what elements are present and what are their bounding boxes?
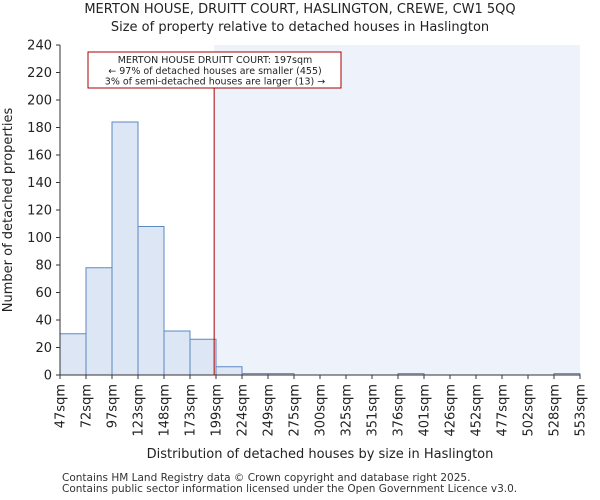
y-tick-label: 100 xyxy=(27,231,52,246)
x-tick-label: 275sqm xyxy=(288,384,303,437)
y-tick-label: 220 xyxy=(27,66,52,81)
footer-licence: Contains public sector information licen… xyxy=(62,483,518,495)
y-tick-label: 40 xyxy=(35,314,52,329)
x-tick-label: 148sqm xyxy=(158,384,173,437)
x-tick-label: 199sqm xyxy=(210,384,225,437)
x-tick-label: 325sqm xyxy=(340,384,355,437)
bar xyxy=(137,226,165,376)
x-tick-label: 426sqm xyxy=(444,384,459,437)
x-tick-label: 300sqm xyxy=(314,384,329,437)
x-tick-label: 452sqm xyxy=(470,384,485,437)
y-tick-label: 80 xyxy=(35,259,52,274)
annotation-line: ← 97% of detached houses are smaller (45… xyxy=(108,66,321,77)
annotation-line: MERTON HOUSE DRUITT COURT: 197sqm xyxy=(118,55,313,66)
x-tick-label: 502sqm xyxy=(522,384,537,437)
annotation-line: 3% of semi-detached houses are larger (1… xyxy=(105,77,325,88)
x-tick-label: 528sqm xyxy=(548,384,563,437)
x-tick-label: 249sqm xyxy=(262,384,277,437)
y-tick-label: 200 xyxy=(27,94,52,109)
y-tick-label: 160 xyxy=(27,149,52,164)
annotation-box xyxy=(87,51,342,89)
x-tick-label: 123sqm xyxy=(132,384,147,437)
y-tick-label: 240 xyxy=(27,39,52,54)
bar xyxy=(189,338,217,376)
highlight-region xyxy=(214,45,580,375)
bar xyxy=(111,121,139,376)
y-axis-label: Number of detached properties xyxy=(1,108,16,313)
y-tick-label: 0 xyxy=(44,369,52,384)
bar xyxy=(85,267,113,376)
x-axis-label: Distribution of detached houses by size … xyxy=(147,447,494,462)
bar xyxy=(163,330,191,376)
x-tick-label: 401sqm xyxy=(418,384,433,437)
x-tick-label: 224sqm xyxy=(236,384,251,437)
chart-subtitle: Size of property relative to detached ho… xyxy=(110,20,490,35)
x-tick-label: 47sqm xyxy=(54,384,69,428)
y-tick-label: 120 xyxy=(27,204,52,219)
x-tick-label: 477sqm xyxy=(496,384,511,437)
chart-title: MERTON HOUSE, DRUITT COURT, HASLINGTON, … xyxy=(84,2,516,17)
y-tick-label: 180 xyxy=(27,121,52,136)
y-tick-label: 60 xyxy=(35,286,52,301)
y-tick-label: 140 xyxy=(27,176,52,191)
bar xyxy=(59,333,87,376)
x-tick-label: 553sqm xyxy=(574,384,589,437)
x-tick-label: 97sqm xyxy=(106,384,121,428)
footer-copyright: Contains HM Land Registry data © Crown c… xyxy=(62,472,471,484)
x-tick-label: 72sqm xyxy=(80,384,95,428)
x-tick-label: 173sqm xyxy=(184,384,199,437)
y-tick-label: 20 xyxy=(35,341,52,356)
x-tick-label: 351sqm xyxy=(366,384,381,437)
bar xyxy=(215,366,243,376)
x-tick-label: 376sqm xyxy=(392,384,407,437)
